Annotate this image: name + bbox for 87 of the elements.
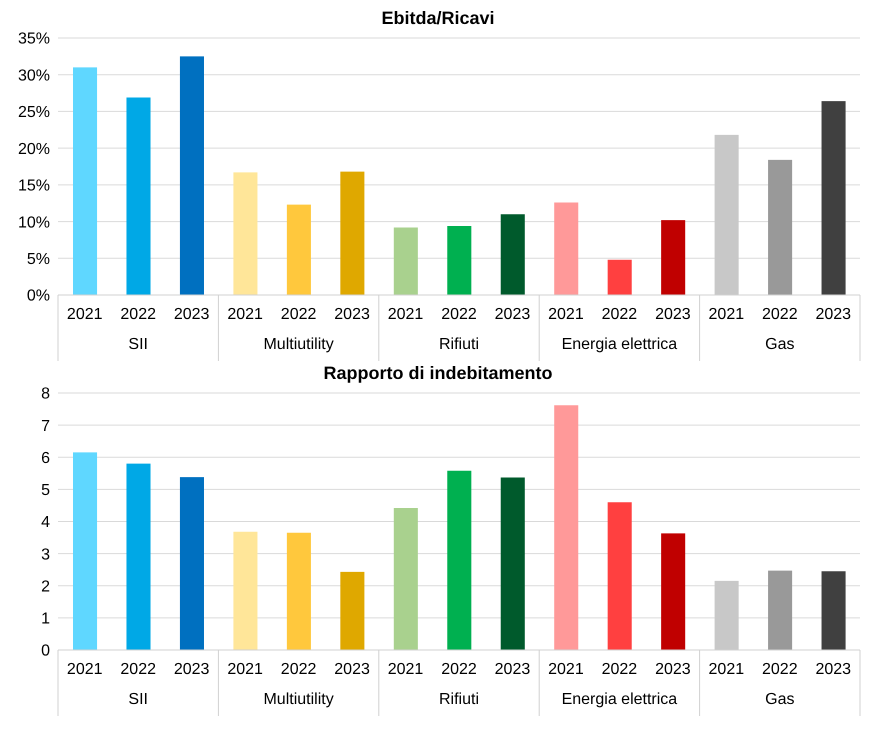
x-tick-label: 2023 [174, 661, 210, 678]
x-tick-label: 2022 [762, 306, 798, 323]
x-tick-label: 2021 [227, 306, 264, 323]
x-tick-label: 2021 [708, 661, 744, 678]
text: Gas [765, 336, 794, 353]
x-tick-label: 2023 [334, 306, 370, 323]
chart-title: Rapporto di indebitamento [322, 363, 554, 385]
x-tick-label: 2021 [227, 661, 264, 678]
bar [500, 477, 525, 650]
y-tick-label: 0% [26, 288, 50, 305]
bar [180, 56, 204, 295]
text: Energia elettrica [562, 336, 678, 353]
x-tick-label: 2022 [120, 661, 156, 678]
bar [286, 532, 311, 650]
y-tick-label: 5% [26, 250, 50, 268]
bar [286, 204, 311, 295]
text: Multiutility [263, 691, 334, 708]
y-tick-label: 1 [41, 610, 50, 628]
x-tick-label: 2023 [815, 661, 852, 678]
text: SII [128, 691, 148, 708]
y-tick-label: 5 [41, 482, 50, 500]
text: SII [128, 336, 148, 353]
x-tick-label: 2022 [441, 306, 477, 323]
bar [554, 405, 578, 650]
x-tick-label: 2021 [708, 306, 744, 323]
bar [768, 160, 792, 295]
x-tick-label: 2022 [280, 306, 316, 323]
text: Rifiuti [438, 691, 480, 708]
x-tick-label: 2023 [494, 661, 530, 678]
bar [447, 470, 472, 650]
bar [340, 572, 364, 650]
bar [73, 67, 98, 295]
text: Multiutility [263, 336, 334, 353]
bar [768, 570, 792, 650]
y-tick-label: 4 [41, 514, 50, 532]
y-tick-label: 0 [41, 642, 50, 660]
x-tick-label: 2021 [66, 661, 103, 678]
x-tick-label: 2023 [494, 306, 530, 323]
bar [554, 202, 578, 295]
y-tick-label: 8 [41, 386, 50, 403]
bar [233, 172, 258, 295]
bar [233, 532, 258, 650]
x-tick-label: 2021 [388, 661, 424, 678]
bar [608, 502, 632, 650]
x-tick-label: 2022 [602, 661, 638, 678]
y-tick-label: 35% [18, 30, 50, 48]
text: Rifiuti [438, 336, 480, 353]
x-tick-label: 2023 [815, 306, 852, 323]
x-tick-label: 2023 [334, 661, 370, 678]
x-tick-label: 2023 [655, 306, 691, 323]
x-tick-label: 2022 [602, 306, 638, 323]
bar [661, 220, 686, 295]
x-tick-label: 2021 [66, 306, 103, 323]
x-tick-label: 2022 [762, 661, 798, 678]
y-tick-label: 2 [41, 578, 50, 596]
y-tick-label: 10% [18, 214, 50, 232]
y-tick-label: 7 [41, 418, 50, 435]
x-tick-label: 2021 [548, 661, 584, 678]
bar [126, 464, 151, 650]
bar [126, 97, 151, 295]
y-tick-label: 20% [18, 140, 50, 158]
y-tick-label: 30% [18, 67, 50, 84]
bar [447, 226, 472, 295]
bar [180, 477, 204, 650]
x-tick-label: 2023 [174, 306, 210, 323]
text: Gas [765, 691, 794, 708]
text: Energia elettrica [562, 691, 678, 708]
x-tick-label: 2021 [548, 306, 584, 323]
x-tick-label: 2022 [120, 306, 156, 323]
bar [394, 508, 418, 650]
y-tick-label: 25% [18, 104, 50, 122]
y-tick-label: 15% [18, 178, 50, 195]
bar [822, 571, 846, 650]
bar [394, 227, 418, 295]
y-tick-label: 3 [41, 546, 50, 564]
bar [822, 101, 846, 295]
x-tick-label: 2022 [280, 661, 316, 678]
chart-title: Ebitda/Ricavi [380, 8, 496, 30]
x-tick-label: 2023 [655, 661, 691, 678]
bar [340, 172, 364, 295]
bar [661, 533, 686, 650]
x-tick-label: 2022 [441, 661, 477, 678]
x-tick-label: 2021 [388, 306, 424, 323]
bar [500, 214, 525, 295]
y-tick-label: 6 [41, 450, 50, 467]
bar [608, 260, 632, 295]
bar [73, 452, 98, 650]
